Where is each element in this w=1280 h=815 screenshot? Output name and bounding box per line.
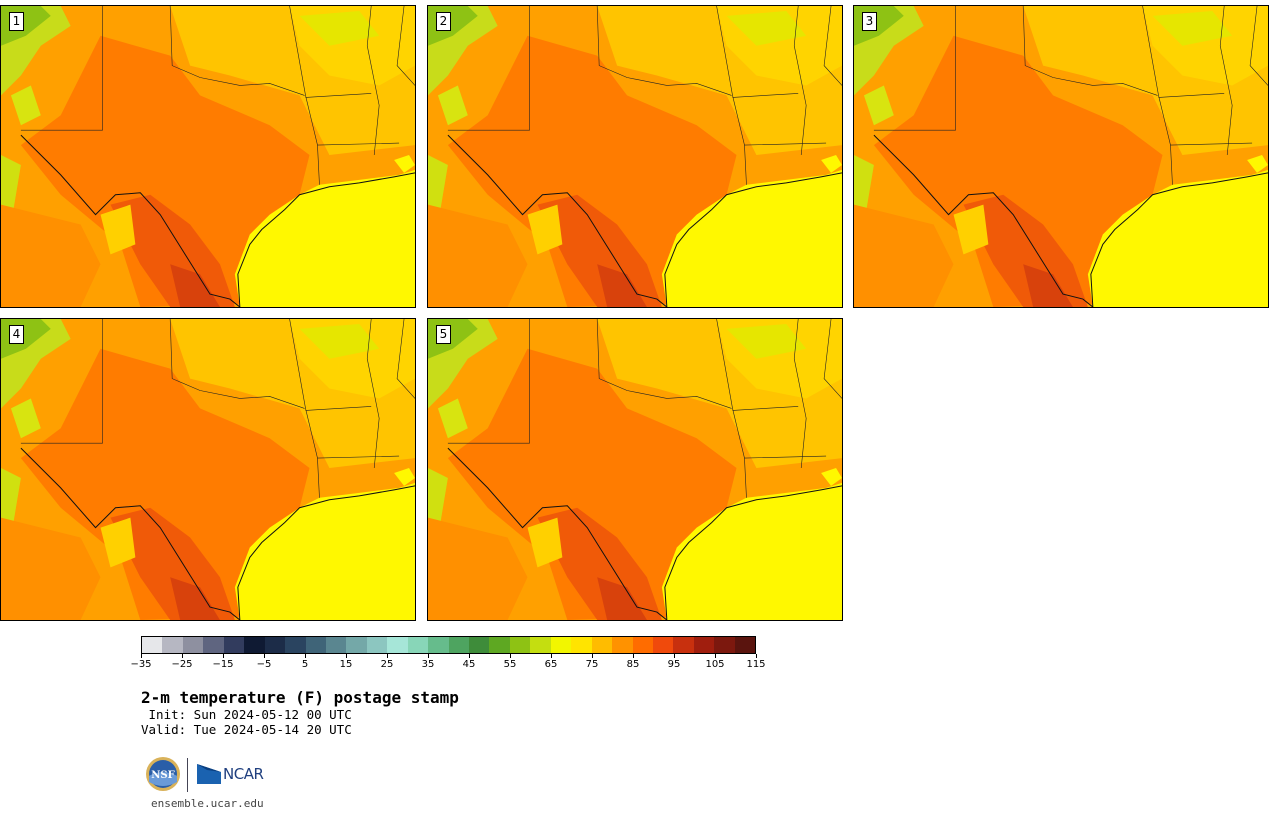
ensemble-map-panel-2: 2 [427,5,843,308]
colorbar-swatch [714,637,735,653]
colorbar-swatch [407,637,429,653]
colorbar-swatch [632,637,653,653]
colorbar-swatch [652,637,674,653]
colorbar-swatch [469,637,490,653]
colorbar-swatch [142,637,163,653]
colorbar-tick [510,654,511,658]
temperature-map [854,6,1268,307]
colorbar-swatch [305,637,326,653]
colorbar-tick [674,654,675,658]
panel-number-label: 4 [9,325,24,344]
colorbar-tick [633,654,634,658]
colorbar-swatch [203,637,224,653]
colorbar-tick [592,654,593,658]
init-time: Init: Sun 2024-05-12 00 UTC [141,707,352,722]
ncar-logo-text: NCAR [223,765,264,783]
colorbar-tick [305,654,306,658]
colorbar-tick [223,654,224,658]
colorbar-tick-label: −25 [171,659,193,670]
colorbar-tick [387,654,388,658]
ncar-logo-icon [197,764,221,784]
colorbar-tick [346,654,347,658]
nsf-logo-text: NSF [151,770,174,781]
figure-title: 2-m temperature (F) postage stamp [141,688,459,707]
logo-divider [187,758,188,792]
colorbar-tick-label: 105 [705,659,725,670]
colorbar-tick-label: 55 [503,659,517,670]
colorbar-tick-label: 15 [339,659,353,670]
nsf-logo-icon: NSF [146,757,180,791]
colorbar-swatch [673,637,694,653]
colorbar-swatch [366,637,388,653]
colorbar-tick [141,654,142,658]
colorbar-tick [428,654,429,658]
colorbar-tick-label: 25 [380,659,394,670]
footer-url: ensemble.ucar.edu [151,797,264,810]
colorbar-swatch [346,637,367,653]
colorbar-swatch [244,637,265,653]
colorbar-swatch [325,637,347,653]
temperature-map [428,6,842,307]
colorbar-swatch [612,637,633,653]
panel-number-label: 1 [9,12,24,31]
colorbar-tick-label: 5 [301,659,309,670]
colorbar-tick [182,654,183,658]
colorbar-swatch [162,637,183,653]
colorbar-tick [551,654,552,658]
colorbar-swatch [285,637,306,653]
panel-number-label: 5 [436,325,451,344]
colorbar-tick-label: −35 [130,659,152,670]
colorbar-tick-label: 45 [462,659,476,670]
temperature-map [1,6,415,307]
colorbar-tick [756,654,757,658]
colorbar-swatch [550,637,572,653]
ensemble-map-panel-5: 5 [427,318,843,621]
panel-number-label: 2 [436,12,451,31]
colorbar-swatch [387,637,408,653]
panel-number-label: 3 [862,12,877,31]
temperature-map [428,319,842,620]
colorbar-ticks: −35 −25 −15 −5 5 15 25 35 45 55 65 75 85 95 105 115 [130,654,766,674]
colorbar-swatch [571,637,592,653]
colorbar-swatch [591,637,613,653]
colorbar-tick-label: 35 [421,659,435,670]
colorbar-swatch [448,637,469,653]
sponsor-logos: NSF NCAR [143,756,283,794]
colorbar-tick [715,654,716,658]
colorbar-swatch [264,637,286,653]
colorbar-tick-label: 65 [544,659,558,670]
colorbar-tick-label: 115 [746,659,766,670]
colorbar-swatch [182,637,204,653]
colorbar-swatch [489,637,510,653]
colorbar-tick [264,654,265,658]
colorbar-tick [469,654,470,658]
colorbar-tick-label: 95 [667,659,681,670]
temperature-colorbar [141,636,756,654]
colorbar-tick-label: 75 [585,659,599,670]
ensemble-map-panel-3: 3 [853,5,1269,308]
colorbar-swatch [693,637,715,653]
temperature-map [1,319,415,620]
ensemble-map-panel-4: 4 [0,318,416,621]
colorbar-swatch [428,637,449,653]
colorbar-tick-label: −15 [212,659,234,670]
colorbar-tick-label: −5 [256,659,272,670]
colorbar-swatch [223,637,245,653]
colorbar-tick-label: 85 [626,659,640,670]
valid-time: Valid: Tue 2024-05-14 20 UTC [141,722,352,737]
colorbar-swatch [530,637,551,653]
ensemble-map-panel-1: 1 [0,5,416,308]
colorbar-swatch [509,637,531,653]
colorbar-swatch [734,637,756,653]
